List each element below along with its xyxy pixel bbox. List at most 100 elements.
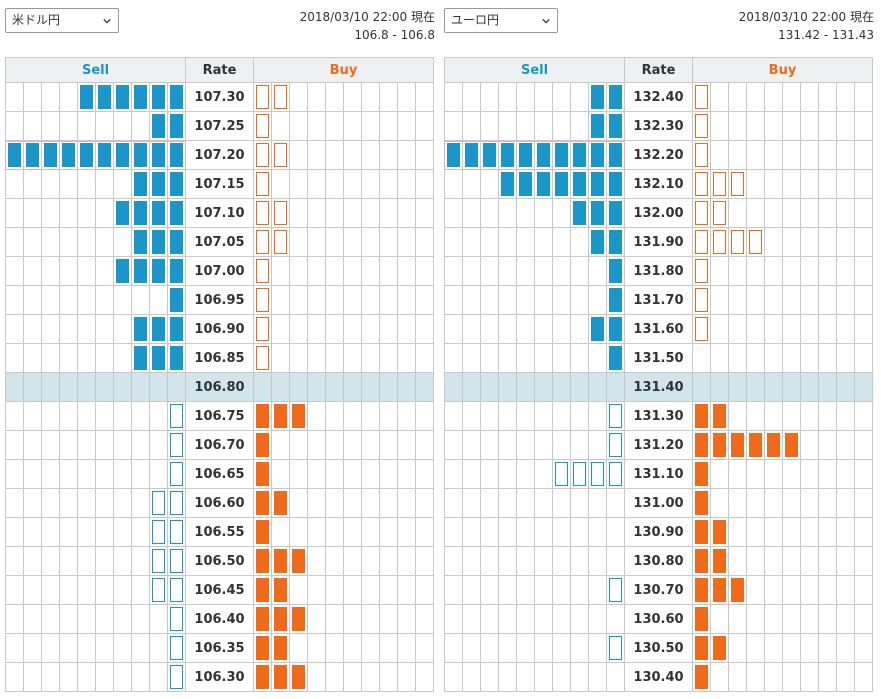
buy-position-outline [695,259,708,283]
order-book-row: 132.20 [444,140,873,170]
sell-order-bar [591,143,604,167]
current-rate-cell: 131.40 [624,372,693,402]
buy-cell [710,575,729,605]
buy-cell [289,111,308,141]
buy-cell [764,633,783,663]
buy-cell [692,82,711,112]
currency-pair-select[interactable]: ユーロ円 [444,8,558,33]
rate-cell: 106.60 [185,488,254,518]
buy-cell [836,111,855,141]
sell-position-outline [152,491,165,515]
sell-cell [23,343,42,373]
sell-cell [588,401,607,431]
sell-position-outline [609,636,622,660]
sell-cell [41,401,60,431]
buy-cell [325,546,344,576]
buy-cell [800,285,819,315]
buy-cell [818,604,837,634]
buy-cell [692,401,711,431]
buy-order-bar [256,433,269,457]
sell-cell [113,372,132,402]
sell-cell [498,343,517,373]
buy-cell [343,633,362,663]
buy-cell [397,198,416,228]
sell-cell [149,633,168,663]
sell-cell [59,314,78,344]
sell-order-bar [465,143,478,167]
buy-cell [397,459,416,489]
sell-cell [59,459,78,489]
buy-cell [397,82,416,112]
sell-cell [588,111,607,141]
buy-cell [692,488,711,518]
sell-position-outline [170,607,183,631]
buy-cell [397,169,416,199]
sell-order-bar [519,143,532,167]
sell-cell [95,343,114,373]
sell-order-bar [537,143,550,167]
sell-cell [480,488,499,518]
sell-cell [552,343,571,373]
buy-cell [253,662,272,692]
sell-cell [570,169,589,199]
buy-cell [782,401,801,431]
sell-cell [444,227,463,257]
sell-cell [552,401,571,431]
buy-cell [361,459,380,489]
sell-order-bar [573,143,586,167]
sell-cell [570,198,589,228]
sell-cell [23,517,42,547]
sell-cell [131,430,150,460]
buy-cell [854,546,873,576]
sell-cell [498,256,517,286]
buy-order-bar [713,578,726,602]
buy-cell [782,430,801,460]
rate-cell: 107.25 [185,111,254,141]
buy-cell [253,517,272,547]
sell-order-bar [591,201,604,225]
buy-cell [800,111,819,141]
sell-cell [570,633,589,663]
sell-cell [570,488,589,518]
sell-cell [534,604,553,634]
sell-cell [498,169,517,199]
buy-cell [854,372,873,402]
currency-pair-select[interactable]: 米ドル円 [5,8,119,33]
sell-cell [5,575,24,605]
buy-cell [836,198,855,228]
buy-cell [307,314,326,344]
buy-cell [818,430,837,460]
buy-cell [379,633,398,663]
rate-cell: 107.15 [185,169,254,199]
buy-cell [710,82,729,112]
sell-cell [462,111,481,141]
sell-cell [5,82,24,112]
sell-cell [113,662,132,692]
timestamp: 2018/03/10 22:00 現在 [738,10,874,24]
buy-cell [361,662,380,692]
sell-cell [516,82,535,112]
order-book-row: 130.60 [444,604,873,634]
buy-cell [782,111,801,141]
sell-cell [149,662,168,692]
sell-cell [41,169,60,199]
buy-cell [397,546,416,576]
buy-order-bar [256,491,269,515]
buy-cell [818,227,837,257]
buy-cell [854,401,873,431]
sell-cell [606,459,625,489]
sell-cell [480,285,499,315]
sell-cell [570,430,589,460]
sell-cell [516,198,535,228]
order-book-row: 131.30 [444,401,873,431]
sell-cell [570,575,589,605]
buy-cell [692,662,711,692]
buy-cell [818,140,837,170]
buy-cell [800,546,819,576]
sell-order-bar [152,85,165,109]
buy-position-outline [274,230,287,254]
sell-cell [588,459,607,489]
buy-cell [343,488,362,518]
rate-header: Rate [185,57,254,83]
sell-cell [149,82,168,112]
